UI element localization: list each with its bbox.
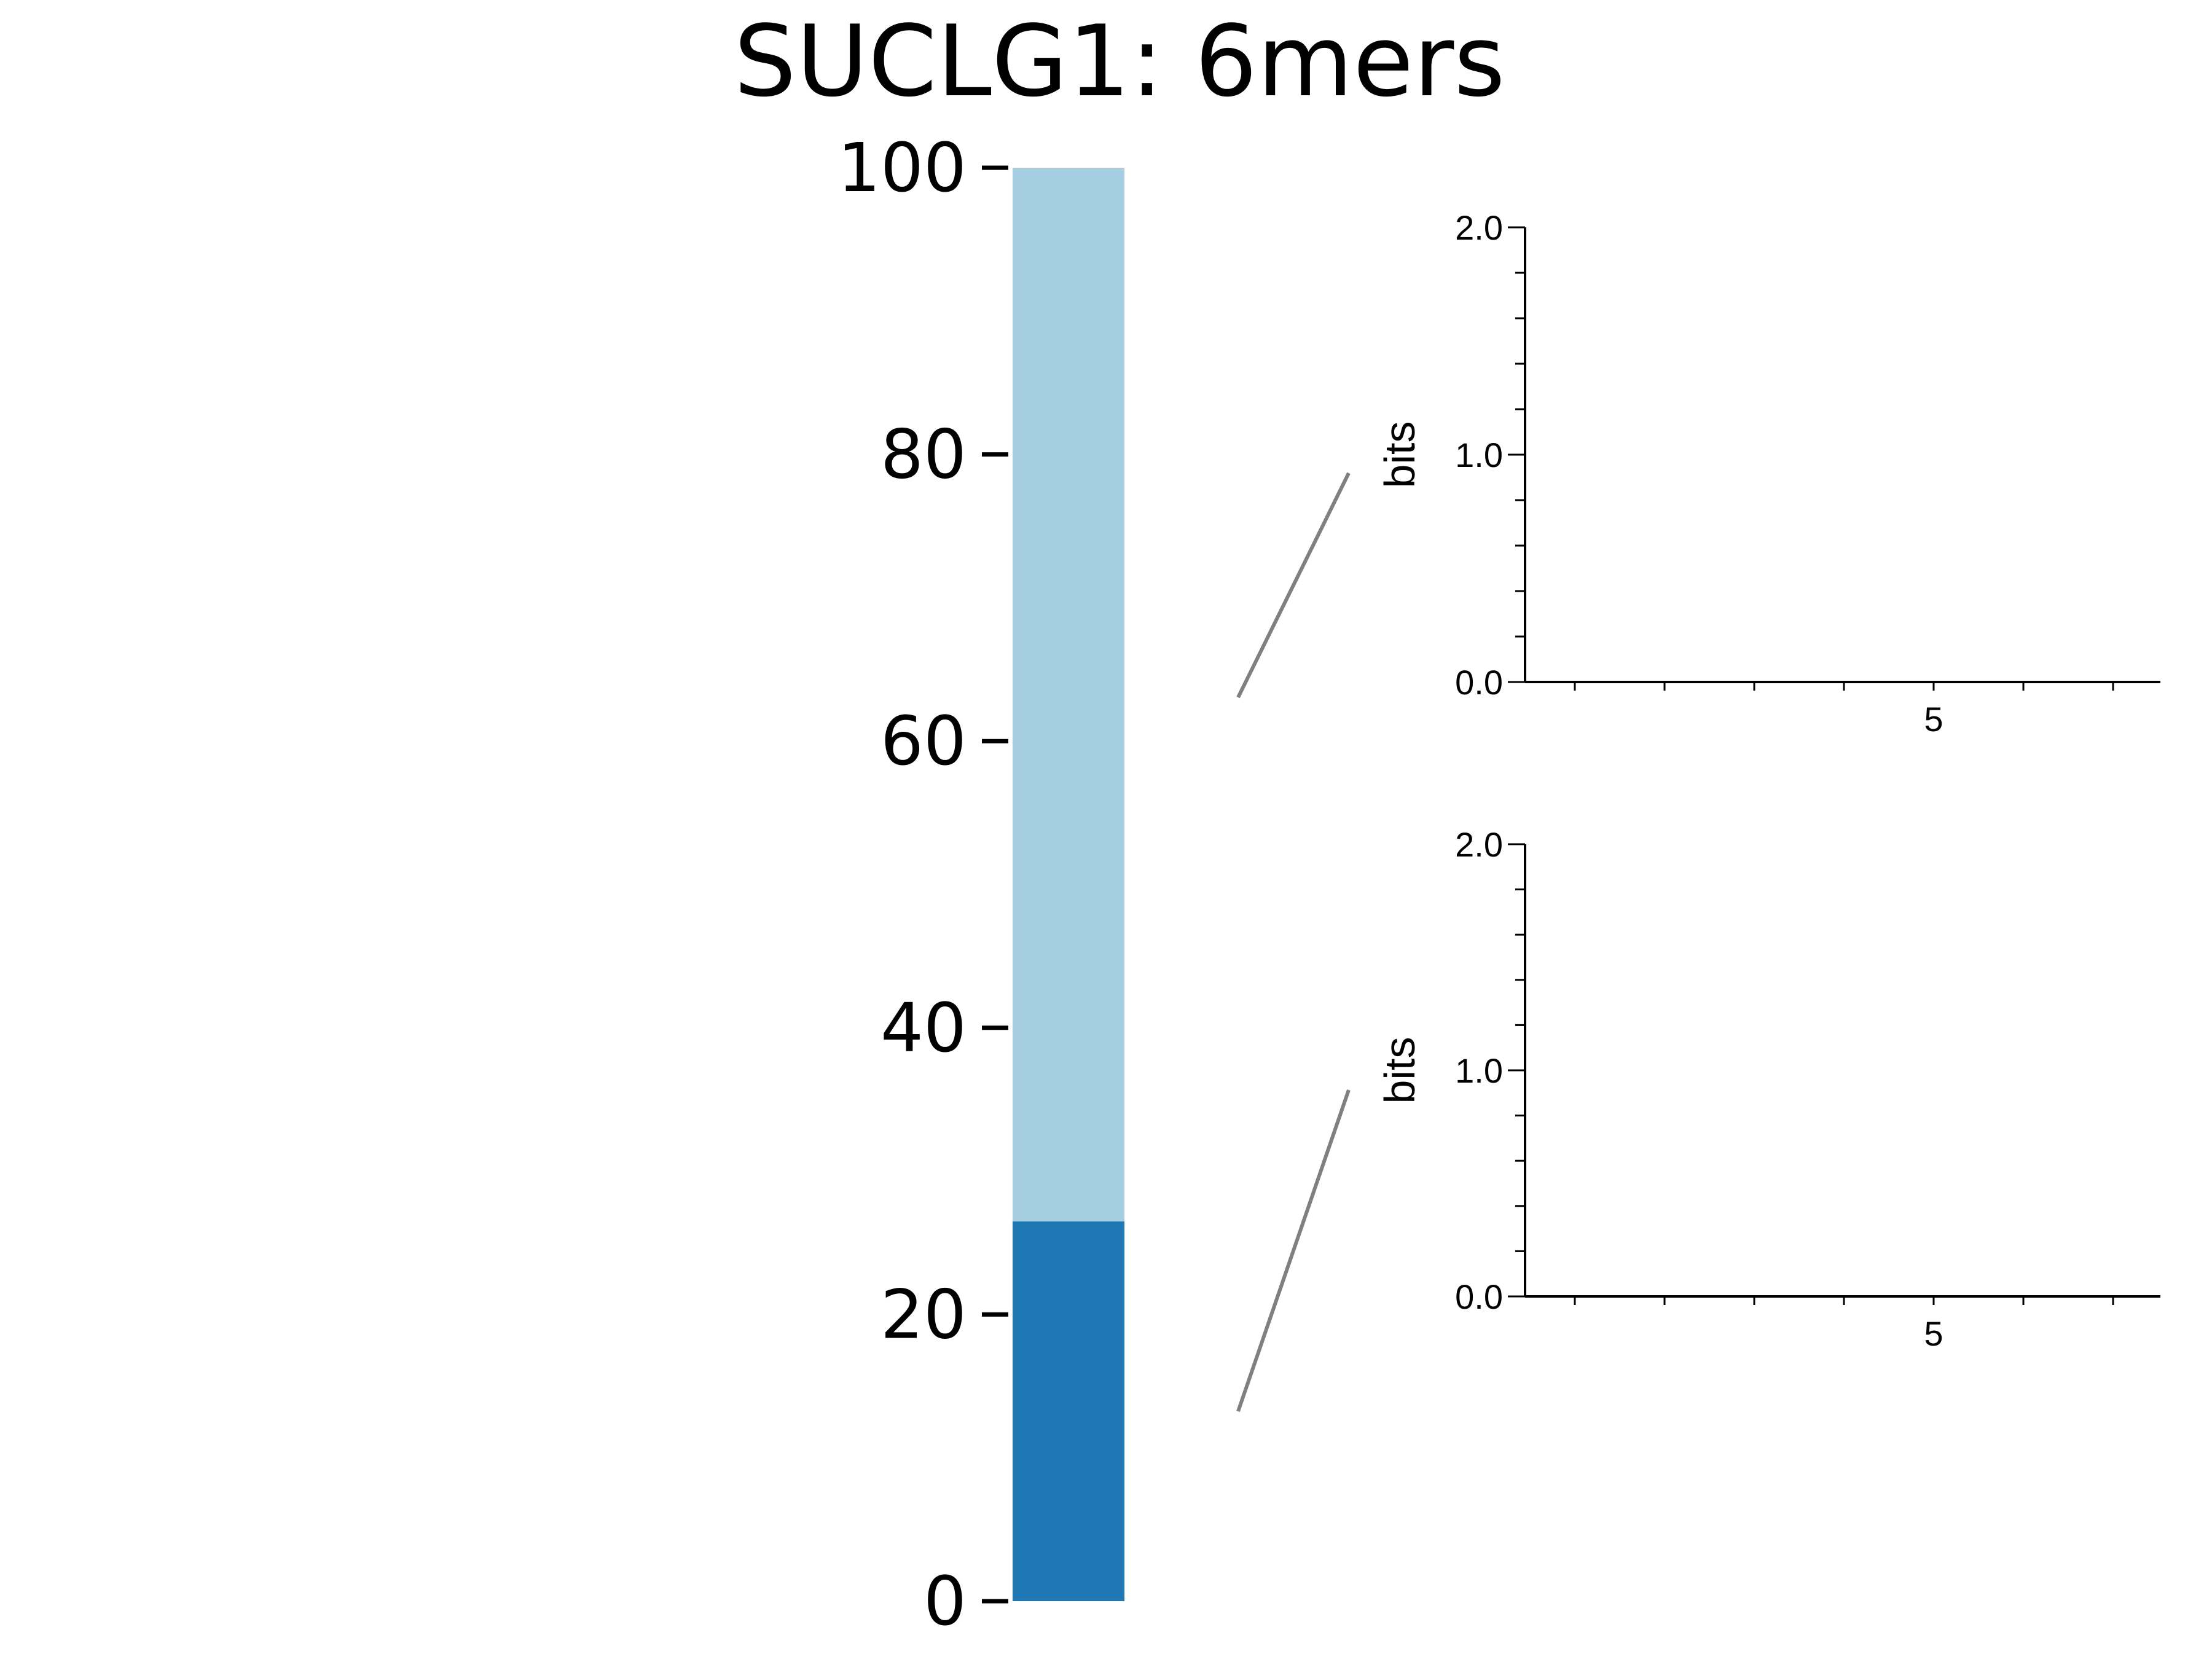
logo-x-tick-label: 5 — [1924, 1314, 1943, 1353]
logo-y-tick-label: 2.0 — [1455, 825, 1503, 864]
logo-y-tick-label: 0.0 — [1455, 663, 1503, 702]
sequence-logo-1: 0.01.02.0bits5AGUCUCUCUGUGAGUGCA — [1376, 208, 2160, 739]
logo-y-tick-label: 1.0 — [1455, 1051, 1503, 1090]
y-tick-label: 100 — [837, 128, 967, 207]
logo-y-tick-label: 2.0 — [1455, 208, 1503, 247]
y-tick-label: 60 — [880, 702, 967, 780]
sequence-logo-2: 0.01.02.0bits5UGACCACCUCUCAG — [1376, 825, 2160, 1353]
logo-y-label: bits — [1376, 421, 1424, 488]
bar-segment-2 — [1013, 168, 1124, 1221]
y-tick-label: 20 — [880, 1275, 967, 1354]
y-tick-label: 80 — [880, 415, 967, 494]
connector-line-2 — [1236, 1089, 1351, 1412]
connector-line-1 — [1236, 472, 1351, 699]
logo-y-tick-label: 0.0 — [1455, 1277, 1503, 1316]
logo-x-tick-label: 5 — [1924, 700, 1943, 739]
bar-segment-1 — [1013, 1221, 1124, 1601]
y-tick-label: 40 — [880, 989, 967, 1067]
stacked-bar-area: 0 20 40 60 80 100 — [837, 128, 1124, 1640]
connector-lines — [1236, 472, 1351, 1412]
sequence-logos: 0.01.02.0bits5AGUCUCUCUGUGAGUGCA0.01.02.… — [1376, 208, 2160, 1353]
logo-y-tick-label: 1.0 — [1455, 436, 1503, 474]
y-tick-label: 0 — [924, 1562, 967, 1640]
logo-y-label: bits — [1376, 1037, 1424, 1104]
chart-title: SUCLG1: 6mers — [734, 4, 1505, 119]
